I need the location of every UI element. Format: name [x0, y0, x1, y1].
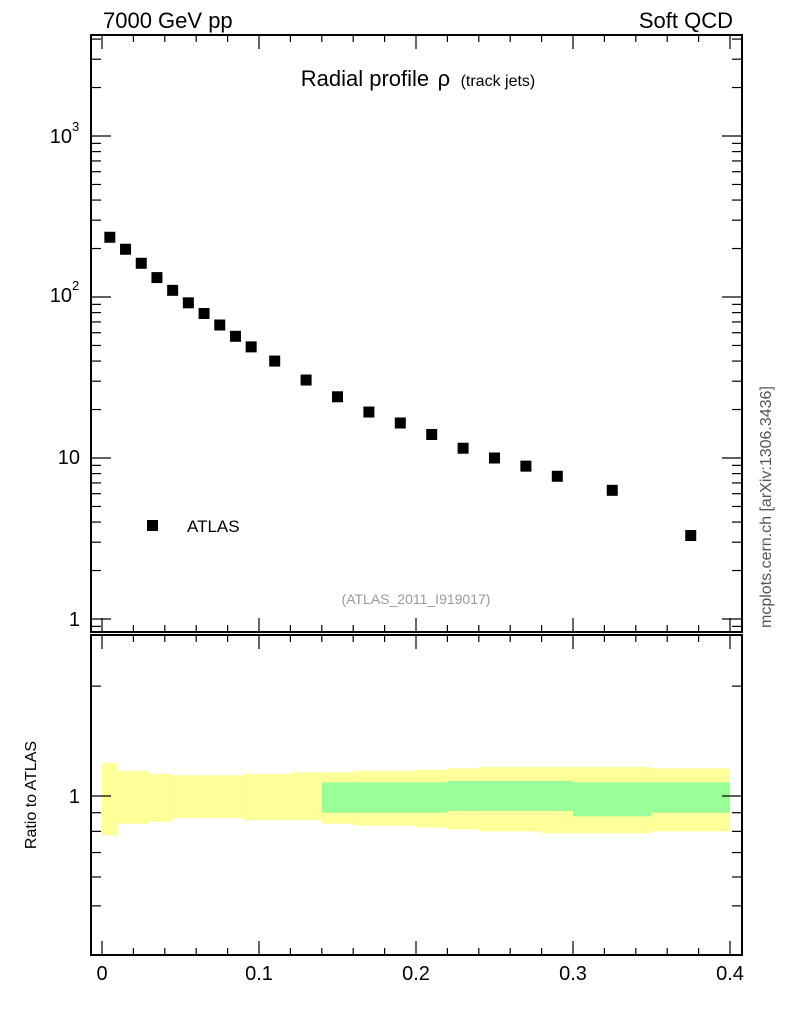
data-point — [457, 442, 469, 454]
data-point — [363, 406, 375, 418]
y-tick-label-100-exp: 2 — [72, 278, 79, 293]
data-point — [489, 452, 500, 464]
data-point — [104, 231, 116, 243]
ratio-band-1-segment-3 — [651, 782, 730, 813]
data-point — [300, 374, 312, 386]
chart-title-symbol: ρ — [438, 66, 451, 91]
ratio-band-1-segment-1 — [447, 780, 573, 811]
chart-title-suffix: (track jets) — [461, 73, 536, 90]
data-point — [551, 470, 563, 482]
chart-title: Radial profile ρ (track jets) — [301, 66, 536, 91]
ratio-band-0-segment-3 — [172, 775, 244, 819]
data-point — [685, 530, 697, 542]
ratio-band-0-segment-2 — [149, 773, 173, 822]
y-tick-label-1: 1 — [69, 609, 80, 631]
data-point — [167, 284, 179, 296]
y-tick-label-1000-base: 10 — [50, 126, 72, 148]
ratio-band-1-segment-2 — [573, 782, 652, 817]
chart-title-main: Radial profile — [301, 66, 429, 91]
header-energy-label: 7000 GeV pp — [103, 8, 233, 33]
y-tick-label-100-base: 10 — [50, 285, 72, 307]
ratio-bands — [102, 763, 730, 836]
data-point — [229, 330, 241, 342]
y-tick-label-10: 10 — [58, 447, 80, 469]
data-point — [332, 391, 343, 403]
ratio-y-ticks — [91, 685, 742, 907]
atlas-data-points — [104, 231, 697, 542]
x-tick-label-0.3: 0.3 — [559, 963, 587, 985]
main-y-ticks — [91, 38, 742, 627]
legend-label: ATLAS — [187, 517, 240, 536]
data-point — [269, 355, 281, 367]
header-category-label: Soft QCD — [638, 8, 733, 33]
data-point — [182, 297, 194, 309]
data-point — [151, 272, 163, 284]
ratio-band-0-segment-4 — [243, 773, 291, 820]
data-point — [520, 460, 532, 472]
ratio-band-0-segment-0 — [102, 763, 118, 836]
x-tick-label-0.4: 0.4 — [716, 963, 744, 985]
x-tick-label-0: 0 — [96, 963, 107, 985]
data-point — [120, 243, 132, 255]
y-tick-label-1000-exp: 3 — [72, 119, 79, 134]
data-point — [135, 257, 147, 269]
x-tick-label-0.2: 0.2 — [402, 963, 430, 985]
data-point — [245, 341, 257, 353]
ratio-band-0-segment-1 — [117, 771, 150, 824]
x-tick-label-0.1: 0.1 — [245, 963, 273, 985]
data-point — [198, 307, 210, 319]
x-axis-ticks — [101, 35, 731, 955]
data-point — [426, 428, 438, 440]
analysis-id-label: (ATLAS_2011_I919017) — [342, 591, 491, 607]
data-point — [606, 484, 618, 496]
data-point — [394, 417, 406, 429]
legend-marker — [147, 520, 158, 531]
ratio-y-tick-label-1: 1 — [69, 786, 80, 808]
ratio-band-1-segment-0 — [321, 782, 448, 813]
main-plot-frame — [90, 34, 743, 633]
ratio-band-0-segment-5 — [290, 772, 322, 820]
ratio-y-axis-label: Ratio to ATLAS — [23, 741, 40, 849]
data-point — [214, 319, 226, 331]
